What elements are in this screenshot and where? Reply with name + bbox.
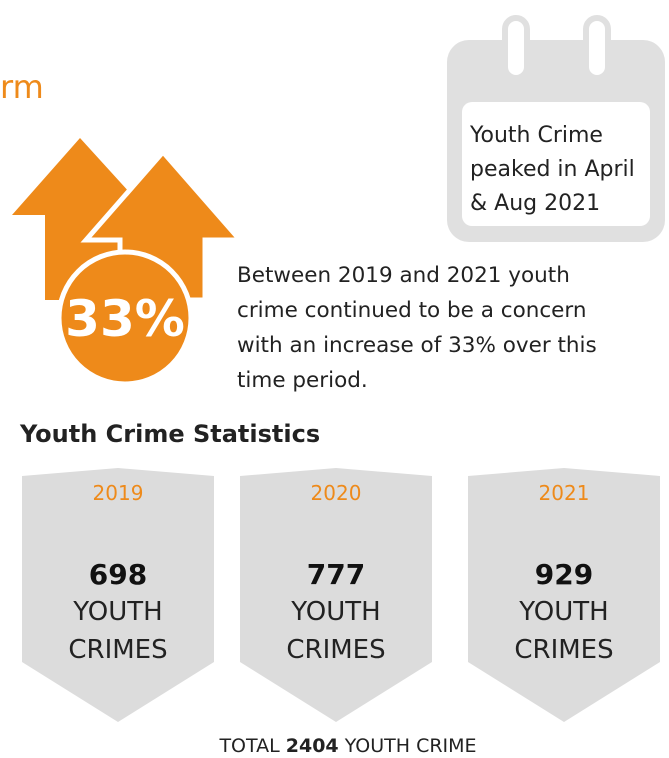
heading: rm — [0, 68, 44, 106]
description: with an increase of 33% over this — [237, 333, 597, 358]
calendar-text: & Aug 2021 — [470, 191, 600, 216]
card-label: YOUTH — [72, 597, 162, 627]
card-label: CRIMES — [514, 635, 613, 665]
card-label: YOUTH — [518, 597, 608, 627]
card-label: CRIMES — [286, 635, 385, 665]
section-title: Youth Crime Statistics — [19, 420, 320, 448]
card-count: 929 — [535, 558, 593, 591]
calendar-page — [462, 102, 650, 226]
calendar-text: Youth Crime — [469, 123, 603, 148]
calendar-ring — [502, 15, 530, 81]
card-year: 2020 — [311, 481, 362, 505]
card-count: 777 — [307, 558, 365, 591]
total-value: 2404 — [286, 735, 339, 757]
description: time period. — [237, 368, 368, 393]
calendar-ring — [583, 15, 611, 81]
badge-text: 33% — [65, 290, 185, 348]
total-prefix: TOTAL — [218, 735, 280, 757]
card-year: 2019 — [93, 481, 144, 505]
description: crime continued to be a concern — [237, 298, 586, 323]
total: TOTAL 2404 YOUTH CRIME — [218, 735, 476, 757]
card-count: 698 — [89, 558, 147, 591]
card-year: 2021 — [539, 481, 590, 505]
badge-circle — [56, 249, 194, 387]
card — [22, 468, 214, 722]
description: Between 2019 and 2021 youth — [237, 263, 570, 288]
card — [468, 468, 660, 722]
card-label: YOUTH — [290, 597, 380, 627]
calendar-text: peaked in April — [470, 157, 635, 182]
total-suffix: YOUTH CRIME — [344, 735, 477, 757]
card — [240, 468, 432, 722]
card-label: CRIMES — [68, 635, 167, 665]
